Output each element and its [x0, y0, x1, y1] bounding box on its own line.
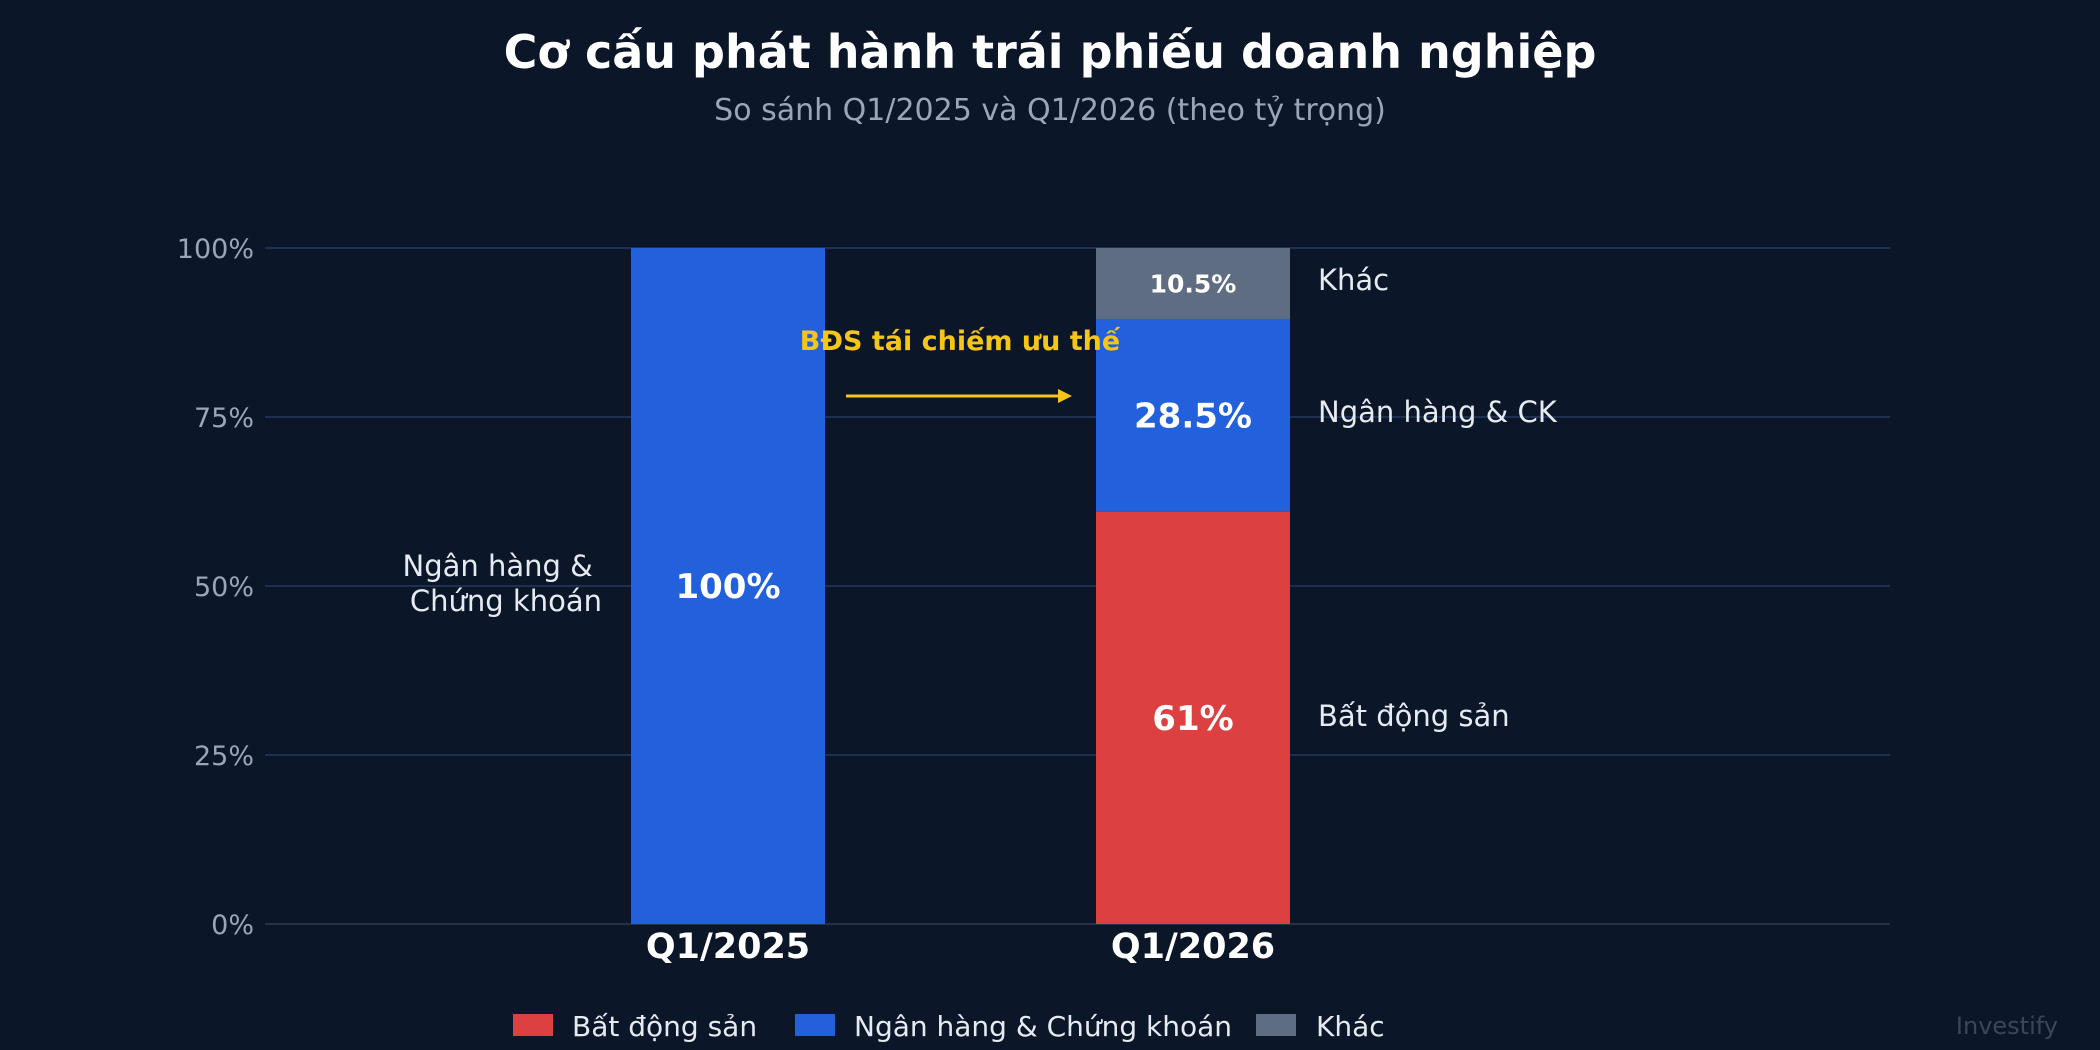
- y-tick-label: 100%: [177, 234, 254, 265]
- legend-swatch: [1256, 1014, 1296, 1036]
- side-label-other: Khác: [1318, 263, 1389, 297]
- annotation-text: BĐS tái chiếm ưu thế: [800, 326, 1121, 357]
- chart-subtitle: So sánh Q1/2025 và Q1/2026 (theo tỷ trọn…: [714, 93, 1386, 128]
- side-label-banks: Ngân hàng & CK: [1318, 395, 1558, 429]
- legend: Bất động sản Ngân hàng & Chứng khoán Khác: [513, 1010, 1385, 1043]
- bars: [631, 248, 1290, 924]
- y-tick-label: 75%: [194, 403, 254, 434]
- legend-swatch: [795, 1014, 835, 1036]
- y-tick-label: 25%: [194, 741, 254, 772]
- legend-swatch: [513, 1014, 553, 1036]
- legend-label: Khác: [1316, 1010, 1385, 1043]
- bar-value-label: 100%: [675, 567, 780, 607]
- y-axis-ticks: 0% 25% 50% 75% 100%: [177, 234, 254, 941]
- category-label: Q1/2026: [1111, 927, 1275, 967]
- bar-segment: [631, 248, 825, 924]
- left-side-label-line-2: Chứng khoán: [410, 584, 602, 618]
- bar-segment: [1096, 318, 1290, 512]
- gridlines: [265, 247, 1890, 925]
- chart-title: Cơ cấu phát hành trái phiếu doanh nghiệp: [504, 25, 1597, 79]
- bar-segment: [1096, 511, 1290, 924]
- annotation-arrow: [846, 389, 1072, 403]
- brand-watermark: Investify: [1956, 1012, 2058, 1040]
- segment-labels: 100% 61% 28.5% 10.5%: [675, 269, 1252, 739]
- bar-value-label: 61%: [1152, 699, 1233, 739]
- bar-value-label: 10.5%: [1150, 269, 1237, 298]
- category-labels: Q1/2025 Q1/2026: [646, 927, 1275, 967]
- side-label-real-estate: Bất động sản: [1318, 699, 1510, 733]
- legend-label: Bất động sản: [572, 1010, 757, 1043]
- y-tick-label: 50%: [194, 572, 254, 603]
- left-side-label: Ngân hàng & Chứng khoán: [403, 549, 602, 618]
- bar-value-label: 28.5%: [1134, 397, 1252, 437]
- left-side-label-line-1: Ngân hàng &: [403, 549, 593, 583]
- y-tick-label: 0%: [211, 910, 254, 941]
- legend-label: Ngân hàng & Chứng khoán: [854, 1010, 1232, 1043]
- category-label: Q1/2025: [646, 927, 810, 967]
- bar-segment: [1096, 248, 1290, 319]
- annotation-arrow-head: [1058, 389, 1072, 403]
